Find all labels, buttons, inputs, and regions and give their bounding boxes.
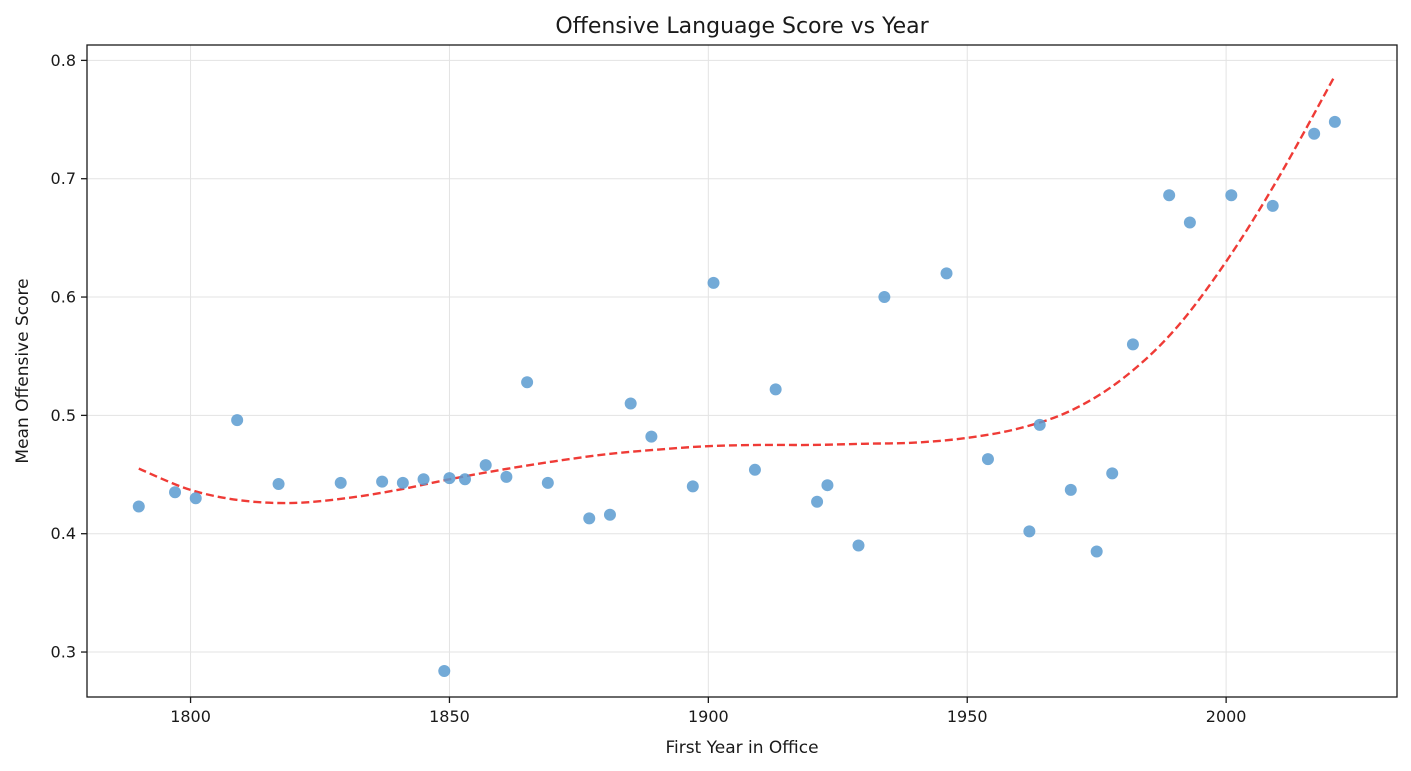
points-layer bbox=[132, 115, 1341, 677]
data-point bbox=[1328, 115, 1341, 128]
data-point bbox=[541, 476, 554, 489]
data-point bbox=[1023, 525, 1036, 538]
x-tick-label: 2000 bbox=[1206, 707, 1247, 726]
data-point bbox=[1183, 216, 1196, 229]
x-tick-label: 1850 bbox=[429, 707, 470, 726]
data-point bbox=[583, 512, 596, 525]
data-point bbox=[1064, 483, 1077, 496]
data-point bbox=[981, 453, 994, 466]
data-point bbox=[169, 486, 182, 499]
data-point bbox=[624, 397, 637, 410]
data-point bbox=[1106, 467, 1119, 480]
data-point bbox=[438, 664, 451, 677]
x-axis-label: First Year in Office bbox=[665, 738, 818, 758]
trend-layer bbox=[138, 75, 1336, 505]
chart-title: Offensive Language Score vs Year bbox=[555, 14, 929, 39]
data-point bbox=[500, 470, 513, 483]
data-point bbox=[748, 463, 761, 476]
y-tick-label: 0.4 bbox=[51, 524, 76, 543]
grid-layer bbox=[87, 45, 1397, 697]
x-tick-label: 1800 bbox=[170, 707, 211, 726]
x-tick-label: 1900 bbox=[688, 707, 729, 726]
data-point bbox=[1308, 127, 1321, 140]
data-point bbox=[811, 495, 824, 508]
data-point bbox=[769, 383, 782, 396]
y-tick-label: 0.6 bbox=[51, 288, 76, 307]
data-point bbox=[852, 539, 865, 552]
ticks-layer: 1800 1850 1900 1950 2000 0.3 0.4 0.5 0.6 0.7 0.8 bbox=[51, 51, 1247, 726]
y-tick-label: 0.8 bbox=[51, 51, 76, 70]
data-point bbox=[1163, 189, 1176, 202]
data-point bbox=[231, 414, 244, 427]
y-axis-label: Mean Offensive Score bbox=[13, 278, 33, 463]
data-point bbox=[1225, 189, 1238, 202]
y-tick-label: 0.5 bbox=[51, 406, 76, 425]
data-point bbox=[458, 473, 471, 486]
y-tick-label: 0.7 bbox=[51, 169, 76, 188]
data-point bbox=[686, 480, 699, 493]
data-point bbox=[1266, 199, 1279, 212]
data-point bbox=[132, 500, 145, 513]
data-point bbox=[645, 430, 658, 443]
data-point bbox=[821, 479, 834, 492]
data-point bbox=[443, 472, 456, 485]
data-point bbox=[417, 473, 430, 486]
data-point bbox=[521, 376, 534, 389]
plot-frame bbox=[86, 44, 1398, 698]
data-point bbox=[189, 492, 202, 505]
data-point bbox=[376, 475, 389, 488]
data-point bbox=[707, 276, 720, 289]
data-point bbox=[272, 478, 285, 491]
data-point bbox=[1090, 545, 1103, 558]
data-point bbox=[1126, 338, 1139, 351]
data-point bbox=[1033, 418, 1046, 431]
y-tick-label: 0.3 bbox=[51, 643, 76, 662]
data-point bbox=[603, 508, 616, 521]
data-point bbox=[479, 459, 492, 472]
data-point bbox=[334, 476, 347, 489]
trend-line bbox=[138, 75, 1336, 505]
x-tick-label: 1950 bbox=[947, 707, 988, 726]
data-point bbox=[878, 291, 891, 304]
data-point bbox=[940, 267, 953, 280]
data-point bbox=[396, 476, 409, 489]
